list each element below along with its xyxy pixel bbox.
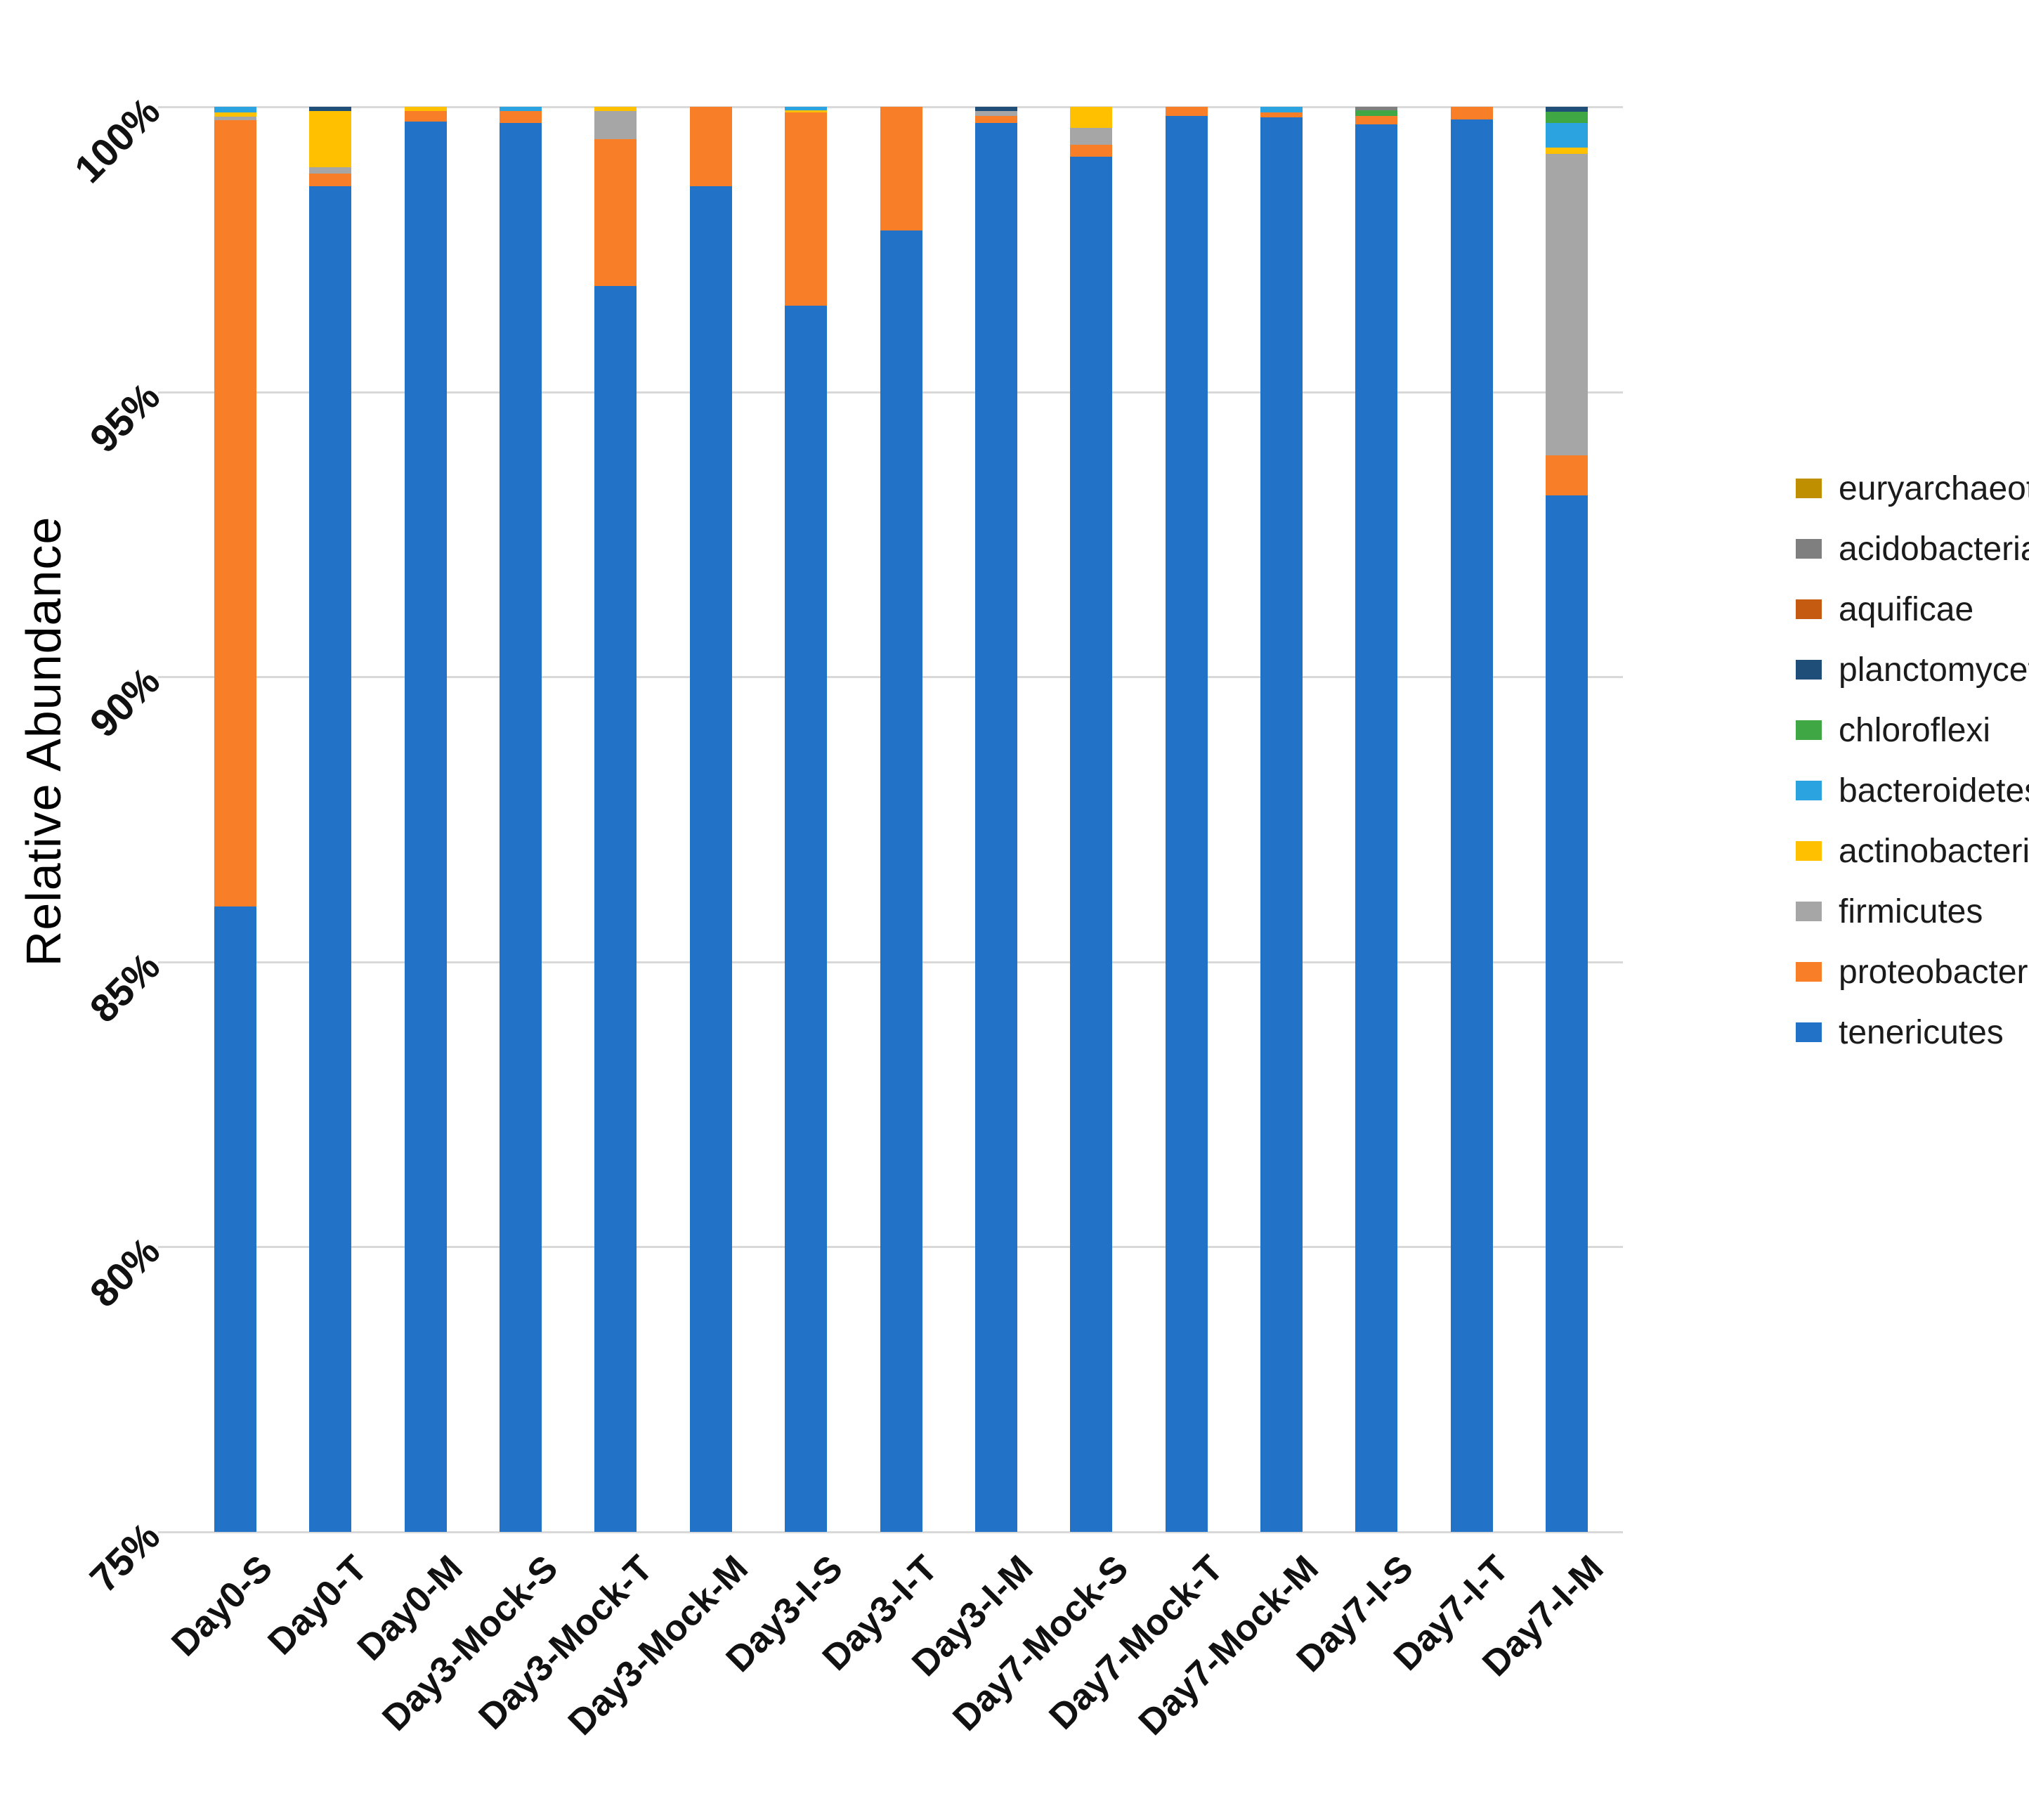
bar-segment-actinobacteria-Day3-Mock-T [594, 107, 637, 111]
y-tick-label-90%: 90% [81, 658, 169, 746]
bar-segment-firmicutes-Day0-T [309, 167, 352, 174]
legend-swatch-euryarchaeota [1796, 479, 1822, 498]
bar-segment-proteobacteria-Day7-Mock-M [1260, 112, 1303, 117]
bar-segment-tenericutes-Day3-I-T [880, 230, 922, 1532]
legend-label-acidobacteria: acidobacteria [1839, 530, 2029, 568]
bar-segment-proteobacteria-Day7-I-S [1355, 115, 1398, 125]
bar-segment-firmicutes-Day3-Mock-T [594, 110, 637, 140]
bar-segment-actinobacteria-Day0-M [404, 107, 447, 111]
bar-segment-bacteroidetes-Day7-Mock-M [1260, 107, 1303, 113]
legend-swatch-chloroflexi [1796, 720, 1822, 740]
bar-segment-planctomycetes-Day7-I-M [1546, 107, 1588, 112]
legend-row-proteobacteria: proteobacteria [1796, 942, 2029, 1002]
bar-segment-actinobacteria-Day7-I-M [1546, 147, 1588, 155]
bar-segment-tenericutes-Day0-T [309, 186, 352, 1532]
bar-segment-tenericutes-Day7-Mock-M [1260, 117, 1303, 1532]
bar-segment-firmicutes-Day7-Mock-S [1070, 128, 1113, 145]
bar-segment-proteobacteria-Day0-M [404, 110, 447, 122]
bar-segment-tenericutes-Day7-I-T [1450, 119, 1493, 1532]
bar-segment-bacteroidetes-Day0-S [214, 107, 256, 113]
bar-segment-proteobacteria-Day7-Mock-T [1165, 107, 1208, 116]
legend-label-tenericutes: tenericutes [1839, 1013, 2004, 1051]
bar-segment-chloroflexi-Day7-I-S [1355, 110, 1398, 116]
bar-segment-proteobacteria-Day3-I-T [880, 107, 922, 231]
bar-segment-actinobacteria-Day7-Mock-S [1070, 107, 1113, 128]
y-tick-label-75%: 75% [81, 1514, 169, 1601]
bar-segment-proteobacteria-Day3-Mock-M [689, 107, 732, 186]
bar-segment-proteobacteria-Day0-S [214, 119, 256, 907]
bar-segment-proteobacteria-Day3-Mock-S [500, 110, 542, 123]
y-tick-label-100%: 100% [65, 89, 169, 192]
bar-segment-tenericutes-Day0-S [214, 906, 256, 1532]
bar-segment-tenericutes-Day3-Mock-S [500, 122, 542, 1532]
legend-label-proteobacteria: proteobacteria [1839, 953, 2029, 991]
bar-segment-acidobacteria-Day7-I-S [1355, 107, 1398, 110]
legend-label-firmicutes: firmicutes [1839, 892, 1983, 930]
legend-row-firmicutes: firmicutes [1796, 881, 2029, 942]
bar-segment-tenericutes-Day7-Mock-S [1070, 157, 1113, 1532]
legend-swatch-planctomycetes [1796, 660, 1822, 680]
bar-segment-tenericutes-Day7-I-S [1355, 124, 1398, 1532]
bar-segment-actinobacteria-Day3-I-S [785, 110, 828, 113]
bar-segment-bacteroidetes-Day7-I-M [1546, 122, 1588, 148]
legend-row-euryarchaeota: euryarchaeota [1796, 458, 2029, 519]
bar-segment-proteobacteria-Day3-I-M [974, 115, 1017, 123]
legend-swatch-tenericutes [1796, 1022, 1822, 1042]
bar-segment-firmicutes-Day3-I-M [974, 110, 1017, 116]
legend-swatch-firmicutes [1796, 902, 1822, 921]
legend-swatch-actinobacteria [1796, 841, 1822, 861]
bar-segment-bacteroidetes-Day3-Mock-S [500, 107, 542, 111]
x-label-Day0-S: Day0-S [164, 1547, 280, 1665]
bar-segment-proteobacteria-Day7-I-T [1450, 107, 1493, 119]
y-tick-label-85%: 85% [81, 944, 169, 1031]
bar-segment-proteobacteria-Day3-Mock-T [594, 139, 637, 286]
legend-row-tenericutes: tenericutes [1796, 1002, 2029, 1062]
legend-label-actinobacteria: actinobacteria [1839, 832, 2029, 870]
bar-segment-actinobacteria-Day0-S [214, 112, 256, 117]
bar-segment-proteobacteria-Day7-Mock-S [1070, 144, 1113, 157]
gridline-75% [158, 1531, 1623, 1533]
legend-swatch-bacteroidetes [1796, 781, 1822, 800]
legend-row-acidobacteria: acidobacteria [1796, 519, 2029, 579]
bar-segment-chloroflexi-Day7-I-M [1546, 112, 1588, 123]
y-tick-label-80%: 80% [81, 1228, 169, 1316]
legend-swatch-proteobacteria [1796, 962, 1822, 982]
legend-label-chloroflexi: chloroflexi [1839, 711, 1991, 749]
bar-segment-actinobacteria-Day0-T [309, 110, 352, 167]
legend: euryarchaeota acidobacteria aquificae planc… [1796, 458, 2029, 1062]
legend-swatch-aquificae [1796, 599, 1822, 619]
bar-segment-proteobacteria-Day0-T [309, 173, 352, 186]
legend-row-chloroflexi: chloroflexi [1796, 700, 2029, 760]
legend-row-actinobacteria: actinobacteria [1796, 821, 2029, 881]
bar-segment-firmicutes-Day0-S [214, 116, 256, 120]
bar-segment-bacteroidetes-Day3-I-S [785, 107, 828, 110]
legend-label-euryarchaeota: euryarchaeota [1839, 469, 2029, 507]
legend-label-aquificae: aquificae [1839, 590, 1974, 628]
legend-label-bacteroidetes: bacteroidetes [1839, 772, 2029, 810]
bar-segment-tenericutes-Day7-Mock-T [1165, 115, 1208, 1532]
bar-segment-tenericutes-Day0-M [404, 122, 447, 1532]
legend-label-planctomycetes: planctomycetes [1839, 651, 2029, 689]
bar-segment-tenericutes-Day3-I-M [974, 122, 1017, 1532]
legend-row-planctomycetes: planctomycetes [1796, 639, 2029, 700]
y-axis-title: Relative Abundance [16, 516, 71, 967]
bar-segment-planctomycetes-Day3-I-M [974, 107, 1017, 111]
y-tick-label-95%: 95% [81, 373, 169, 461]
bar-segment-tenericutes-Day3-I-S [785, 306, 828, 1532]
legend-row-aquificae: aquificae [1796, 579, 2029, 639]
legend-row-bacteroidetes: bacteroidetes [1796, 760, 2029, 821]
bar-segment-firmicutes-Day7-I-M [1546, 154, 1588, 456]
bar-segment-proteobacteria-Day7-I-M [1546, 455, 1588, 496]
bar-segment-tenericutes-Day7-I-M [1546, 495, 1588, 1532]
bar-segment-tenericutes-Day3-Mock-T [594, 285, 637, 1532]
bar-segment-proteobacteria-Day3-I-S [785, 112, 828, 306]
legend-swatch-acidobacteria [1796, 539, 1822, 559]
bar-segment-tenericutes-Day3-Mock-M [689, 186, 732, 1532]
bar-segment-planctomycetes-Day0-T [309, 107, 352, 111]
